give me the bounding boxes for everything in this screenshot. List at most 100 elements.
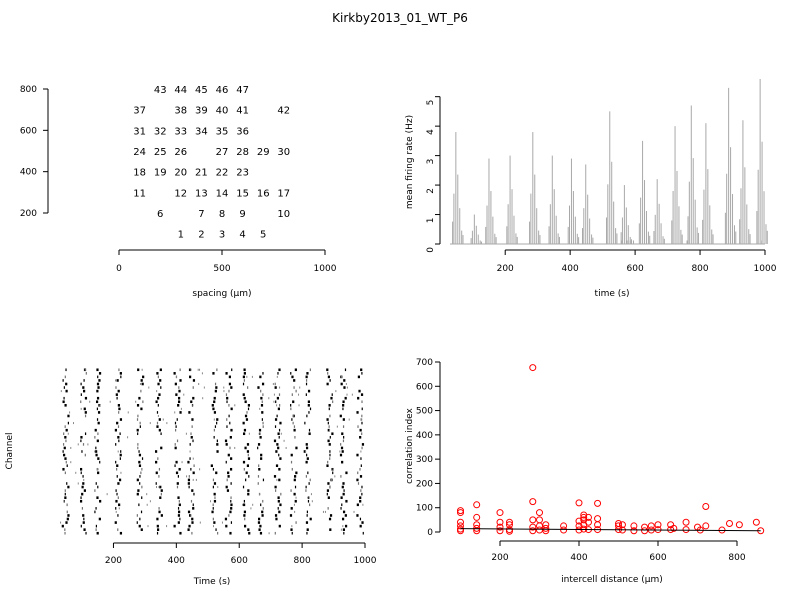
x-tick-label: 400 [168,556,185,566]
spike-mark [80,471,82,475]
spike-mark [356,503,359,507]
spike-mark [306,514,308,517]
spike-mark [64,489,66,492]
electrode-label: 15 [236,188,249,199]
fit-line [460,528,761,532]
correlation-point [529,523,537,531]
spike-mark [361,485,363,489]
spike-mark [178,467,181,471]
spike-mark [95,528,97,531]
correlation-point [542,527,550,535]
spike-mark [160,432,162,436]
spike-mark [278,428,281,432]
spike-mark [82,386,85,389]
spike-mark [83,379,85,382]
spike-mark [342,400,345,404]
spike-mark [96,439,99,443]
spike-mark [340,528,342,531]
spike-mark [342,439,345,443]
spike-mark [63,386,65,389]
spike-mark [189,443,191,446]
correlation-point [575,522,583,530]
electrode-label: 32 [154,126,167,137]
spike-mark [359,524,362,528]
spike-mark [212,478,215,482]
spike-mark [84,414,87,418]
spike-mark [158,475,160,478]
spike-mark [139,382,141,385]
spike-mark [342,528,346,531]
correlation-axes: 200 400 600 800 0 100 200 300 400 500 600 700 [416,358,746,563]
spike-mark [360,393,364,396]
electrode-label: 2 [198,230,204,241]
spike-mark [228,389,230,393]
spike-mark [230,482,232,485]
spike-mark [248,475,250,478]
spike-mark [303,450,306,453]
spike-mark [356,514,359,517]
spike-mark [258,464,260,468]
spike-mark [224,439,228,443]
spike-mark [156,524,159,528]
spike-mark [326,382,329,386]
spike-mark [257,386,260,389]
spike-mark [114,428,118,432]
spike-mark [343,386,346,389]
spike-mark [83,517,85,521]
spike-mark [188,368,192,372]
spike-mark [135,400,137,403]
spike-mark [175,471,179,475]
spike-mark [127,436,129,439]
spike-mark [294,368,297,372]
spike-mark [137,432,139,436]
spike-mark [345,471,348,475]
spike-mark [245,471,248,475]
correlation-point [735,521,743,529]
spike-mark [329,453,331,457]
spike-mark [213,435,215,439]
spike-mark [94,450,96,453]
spike-mark [260,453,263,457]
spike-mark [138,460,141,464]
spike-mark [234,404,236,407]
spike-mark [142,375,145,379]
y-tick-label: 5 [426,100,436,106]
spike-mark [97,457,100,460]
spike-mark [154,450,158,453]
spike-mark [213,400,216,404]
spike-mark [306,510,309,514]
spike-mark [341,460,344,464]
spike-mark [336,425,338,428]
spike-mark [190,435,193,439]
spike-mark [118,407,121,411]
spike-mark [305,393,307,396]
spike-mark [294,435,296,439]
correlation-point [457,507,464,515]
spike-mark [243,467,245,471]
electrode-label: 16 [257,188,270,199]
spike-mark [188,524,191,528]
spike-mark [158,507,160,510]
firing-rate-axes: 200 400 600 800 1000 0 1 2 3 4 5 [426,96,777,274]
electrode-label: 22 [216,168,229,179]
spike-mark [290,372,292,375]
spike-mark [243,524,247,528]
spike-mark [306,414,308,418]
correlation-point [536,526,543,534]
spike-mark [67,485,70,489]
spike-mark [331,393,333,396]
spike-mark [293,425,296,428]
spike-mark [64,528,66,531]
spike-mark [305,379,308,382]
spike-mark [139,482,141,485]
spike-mark [114,521,117,524]
x-tick-label: 800 [691,264,708,274]
spike-mark [330,396,333,400]
spike-mark [192,396,195,400]
y-tick-label: 700 [416,358,433,368]
spike-mark [362,531,364,535]
spike-mark [225,524,228,528]
spike-mark [243,396,246,400]
spike-mark [175,460,178,464]
electrode-label: 35 [216,126,229,137]
